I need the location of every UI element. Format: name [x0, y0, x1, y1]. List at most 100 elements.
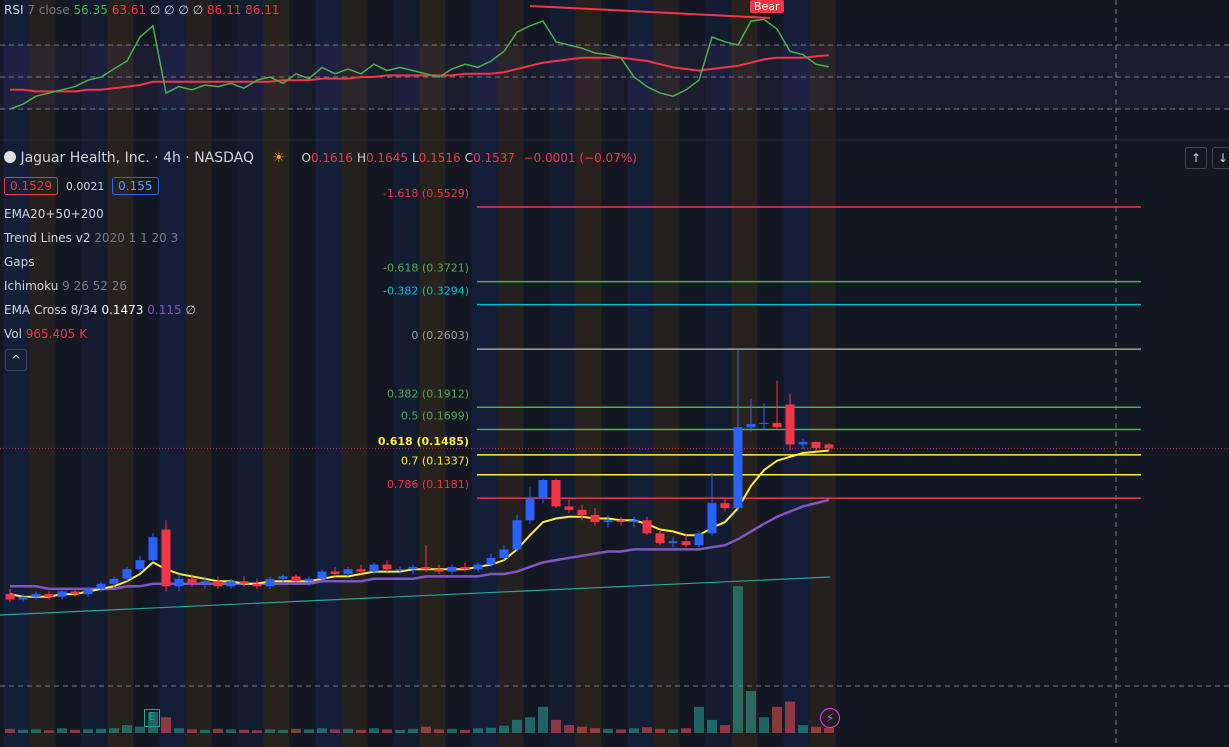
indicator-legend: Vol 965.405 K: [4, 327, 87, 341]
candle-body: [785, 404, 795, 445]
session-stripe: [588, 0, 602, 747]
candle-body: [759, 422, 769, 424]
candle-body: [226, 581, 236, 587]
rsi-empty: ∅ ∅ ∅ ∅: [149, 3, 204, 17]
scroll-up-button[interactable]: ↑: [1185, 147, 1207, 169]
session-stripe: [758, 0, 771, 747]
session-stripe: [94, 0, 108, 747]
symbol-logo: [4, 151, 16, 163]
volume-bar: [733, 586, 743, 733]
session-stripe: [497, 0, 511, 747]
session-stripe: [81, 0, 95, 747]
candle-body: [304, 578, 314, 582]
volume-bar: [317, 728, 327, 733]
fib-level-label: 0.382 (0.1912): [387, 387, 469, 400]
indicator-name: Ichimoku: [4, 279, 59, 293]
volume-bar: [616, 729, 626, 733]
candle-body: [57, 591, 67, 597]
rsi-params: 7 close: [27, 3, 70, 17]
volume-bar: [499, 725, 509, 733]
candle-body: [746, 423, 756, 428]
fib-level-label: -0.618 (0.3721): [383, 262, 469, 275]
bid-price[interactable]: 0.1529: [4, 177, 58, 195]
session-stripe: [705, 0, 719, 747]
volume-bar: [252, 730, 262, 733]
volume-bar: [278, 729, 288, 733]
candle-body: [655, 533, 665, 544]
session-stripe: [471, 0, 485, 747]
rsi-legend: RSI 7 close 56.35 63.61 ∅ ∅ ∅ ∅ 86.11 86…: [4, 3, 280, 17]
candle-body: [31, 594, 41, 597]
volume-bar: [239, 729, 249, 733]
candle-body: [356, 569, 366, 572]
session-stripe: [809, 0, 823, 747]
volume-bar: [642, 727, 652, 733]
session-stripe: [16, 0, 30, 747]
volume-bar: [694, 706, 704, 733]
candle-body: [525, 498, 535, 521]
ema-slow-line: [10, 498, 830, 591]
candle-body: [187, 578, 197, 584]
candle-body: [96, 583, 106, 589]
indicator-params: 9 26 52 26: [62, 279, 128, 293]
session-stripe: [120, 0, 134, 747]
fib-level-label: 0.5 (0.1699): [401, 410, 469, 423]
candle-body: [603, 520, 613, 523]
candle-body: [564, 506, 574, 510]
indicator-legend: Trend Lines v2 2020 1 1 20 3: [4, 231, 178, 245]
ohlc-key: C: [464, 151, 474, 165]
ohlc-value: 0.1516: [418, 151, 461, 165]
earnings-icon[interactable]: E: [144, 709, 160, 727]
volume-bar: [213, 728, 223, 733]
ask-price[interactable]: 0.155: [112, 177, 159, 195]
ohlc-values: O0.1616 H0.1645 L0.1516 C0.1537: [302, 151, 520, 165]
volume-bar: [421, 726, 431, 733]
candle-body: [772, 422, 782, 428]
candle-body: [109, 578, 119, 584]
symbol-title: Jaguar Health, Inc. · 4h · NASDAQ: [20, 150, 255, 166]
session-stripe: [185, 0, 199, 747]
candle-body: [811, 442, 821, 449]
bear-signal: Bear: [750, 0, 784, 13]
session-stripe: [666, 0, 680, 747]
volume-bar: [304, 729, 314, 733]
session-stripe: [393, 0, 407, 747]
candle-body: [681, 541, 691, 546]
volume-bar: [668, 729, 678, 733]
volume-bar: [798, 725, 808, 733]
indicator-params: 2020 1 1 20 3: [94, 231, 179, 245]
candle-body: [473, 564, 483, 570]
collapse-legend-button[interactable]: ^: [5, 349, 27, 371]
fib-level-label: 0.7 (0.1337): [401, 455, 469, 468]
scroll-down-button[interactable]: ↓: [1212, 147, 1229, 169]
candle-body: [148, 537, 158, 561]
volume-bar: [746, 691, 756, 733]
session-stripe: [159, 0, 173, 747]
fib-level-label: 0.618 (0.1485): [378, 435, 469, 448]
candle-body: [694, 533, 704, 546]
candle-body: [538, 480, 548, 499]
indicator-name: Gaps: [4, 255, 35, 269]
candle-body: [369, 564, 379, 572]
rsi-line: [9, 18, 830, 110]
volume-bar: [759, 717, 769, 733]
spread: 0.0021: [65, 180, 105, 193]
volume-bar: [356, 729, 366, 733]
rsi-ma-line: [10, 54, 830, 93]
indicator-name: Trend Lines v2: [4, 231, 91, 245]
session-stripe: [303, 0, 316, 747]
session-stripe: [315, 0, 329, 747]
session-stripe: [406, 0, 420, 747]
candle-body: [434, 569, 444, 572]
session-stripe: [432, 0, 446, 747]
session-stripe: [419, 0, 433, 747]
volume-bar: [447, 728, 457, 733]
session-stripe: [263, 0, 277, 747]
candle-body: [421, 566, 431, 570]
session-stripe: [290, 0, 303, 747]
volume-bar: [408, 728, 418, 733]
volume-bar: [57, 728, 67, 733]
alert-icon[interactable]: ⚡: [820, 708, 840, 728]
candle-body: [135, 560, 145, 570]
volume-bar: [5, 728, 15, 733]
